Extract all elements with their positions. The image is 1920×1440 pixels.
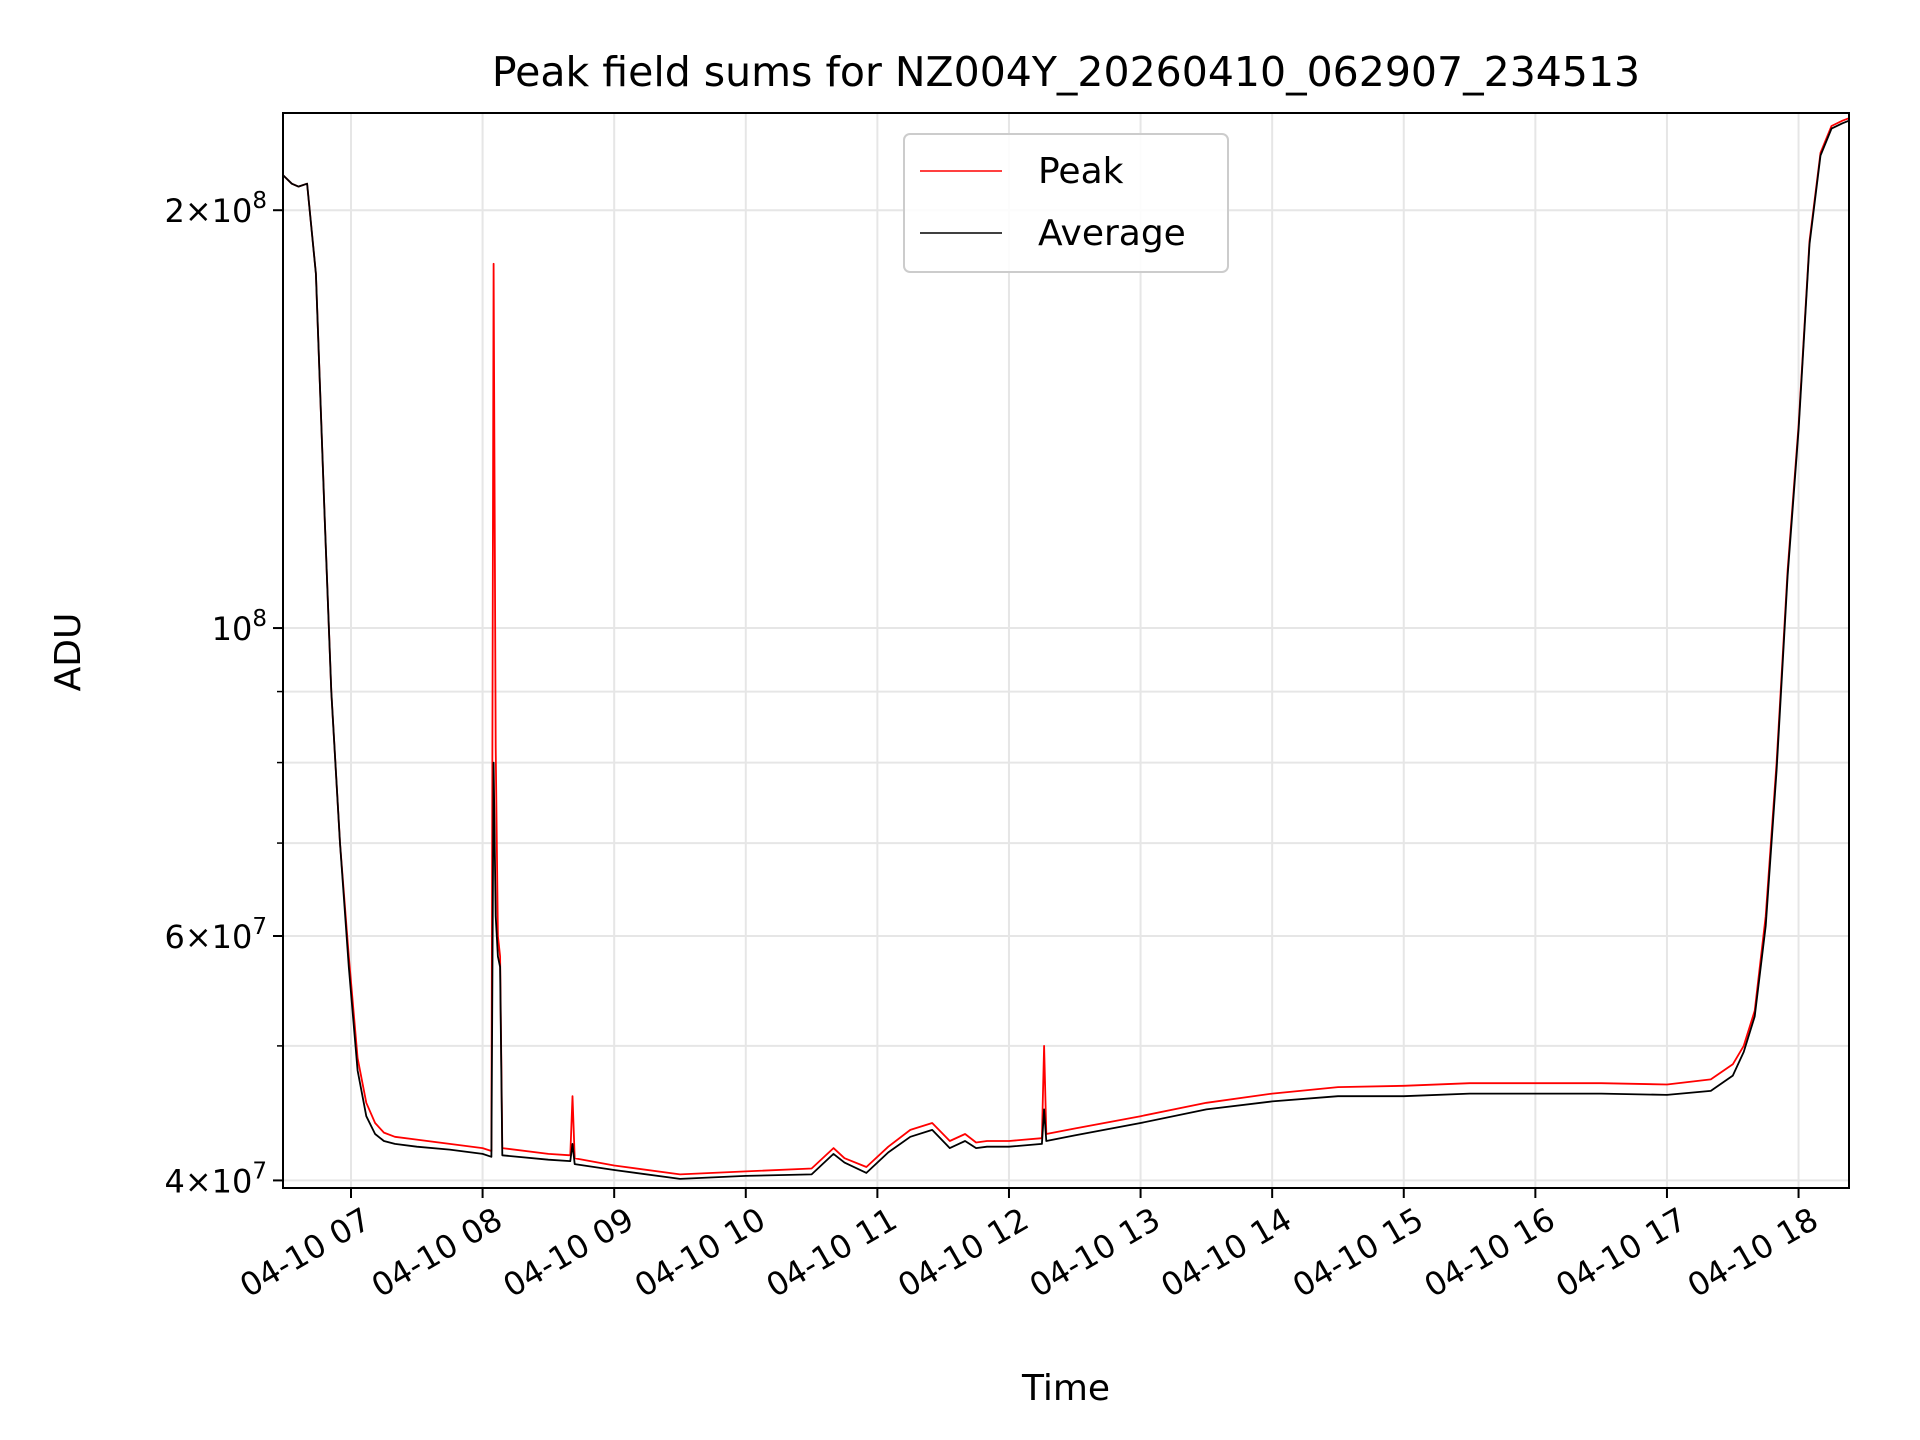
plot-lines [282, 117, 1850, 1180]
y-tick-label: 108 [212, 606, 267, 648]
x-axis-label: Time [1021, 1368, 1110, 1409]
legend-peak-label: Peak [1038, 151, 1124, 192]
y-axis-label: ADU [48, 613, 89, 692]
y-tick-label: 6×107 [164, 914, 267, 956]
series-line-average [282, 119, 1850, 1180]
series-line-peak [282, 117, 1850, 1176]
chart-title: Peak field sums for NZ004Y_20260410_0629… [492, 48, 1640, 96]
plot-frame [282, 112, 1850, 1189]
y-axis-ticks: 4×107 6×107 108 2×108 [164, 188, 283, 1200]
grid [283, 113, 1849, 1188]
y-tick-label: 2×108 [164, 188, 267, 230]
legend-box [903, 133, 1229, 273]
y-tick-label: 4×107 [164, 1158, 267, 1200]
legend: Peak Average [903, 133, 1229, 273]
legend-average-label: Average [1038, 213, 1186, 254]
